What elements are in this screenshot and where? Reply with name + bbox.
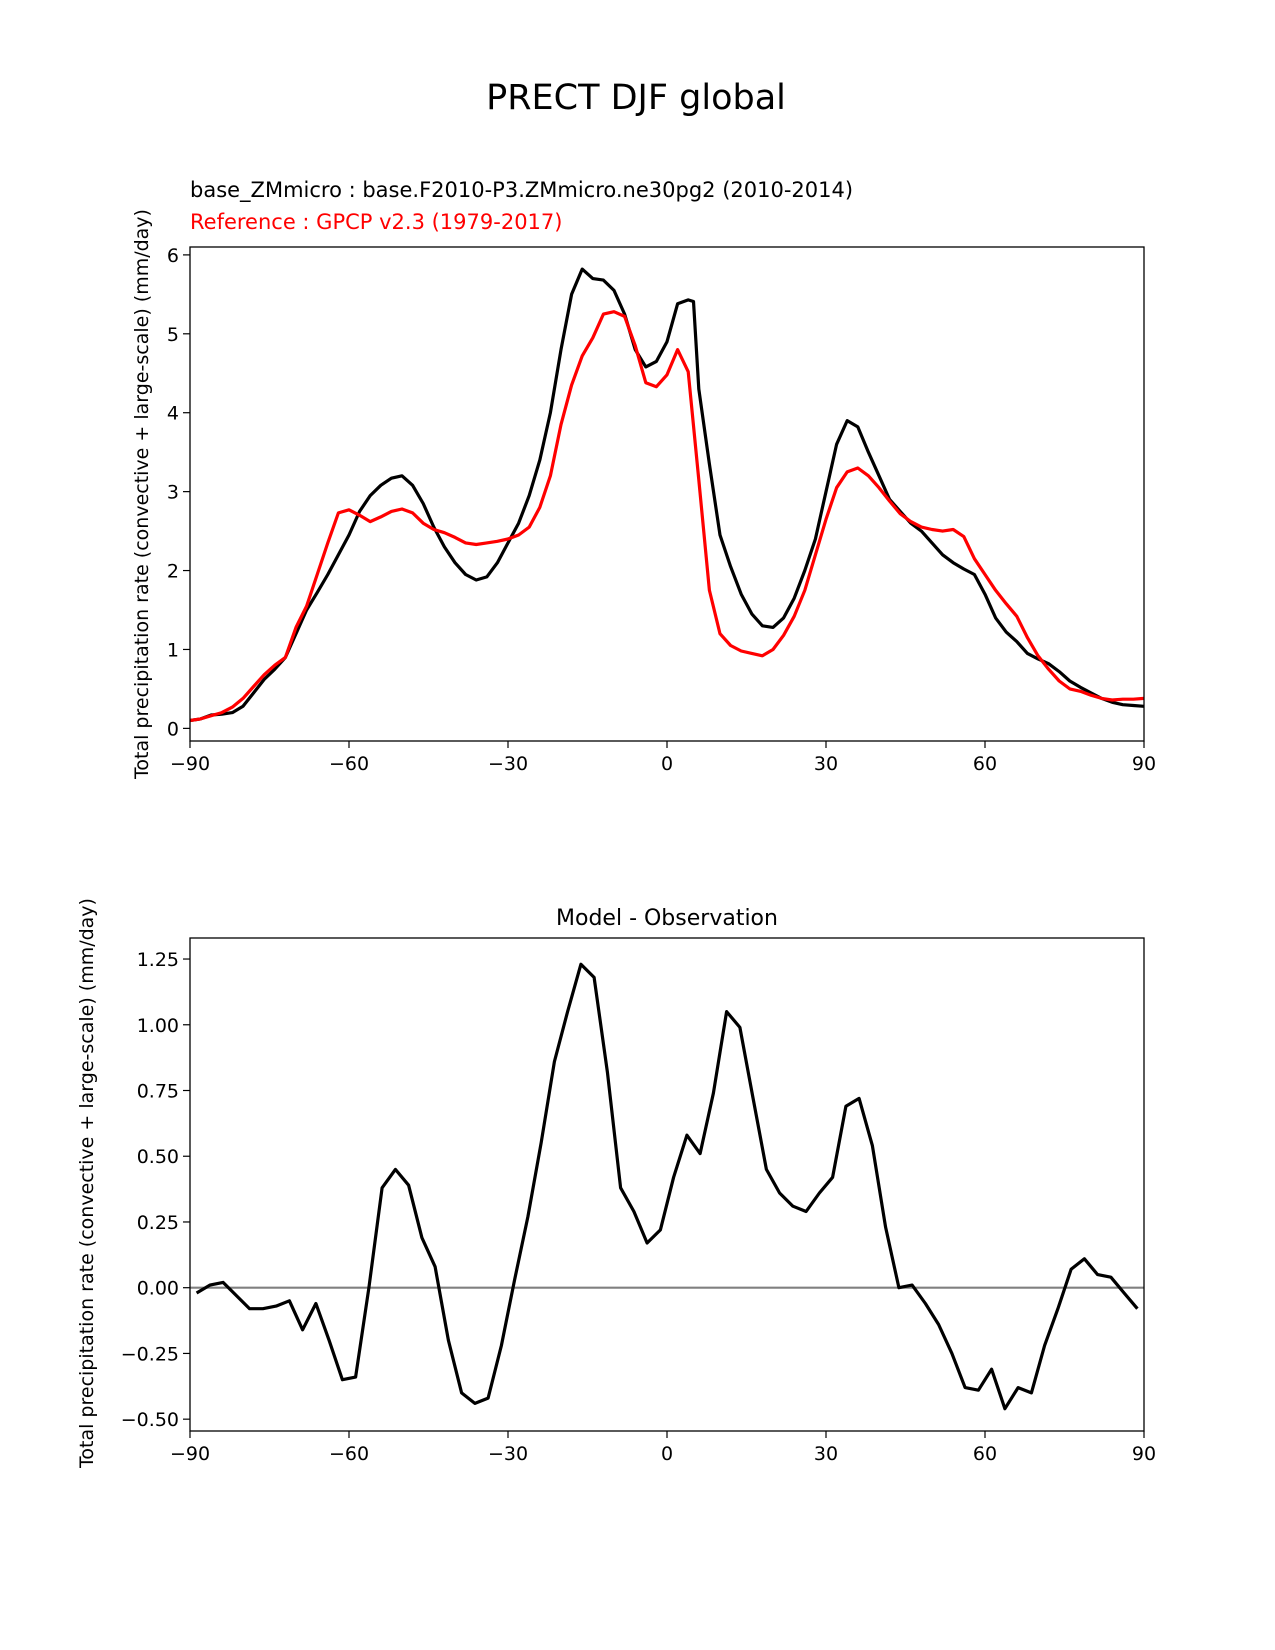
bottom-y-tick-label: 1.00 <box>137 1015 179 1037</box>
top-series-line-0 <box>189 267 1145 723</box>
bottom-y-tick-label: −0.50 <box>121 1409 179 1431</box>
test-label: base_ZMmicro : base.F2010-P3.ZMmicro.ne3… <box>190 178 853 203</box>
bottom-series-group <box>190 962 1144 1411</box>
top-x-tick-label: 60 <box>973 753 997 775</box>
top-y-tick-label: 0 <box>167 718 179 740</box>
bottom-y-tick-label: 0.50 <box>137 1146 179 1168</box>
top-y-tick-label: 5 <box>167 324 179 346</box>
top-x-tick-label: −60 <box>329 753 369 775</box>
top-y-tick-label: 2 <box>167 561 179 583</box>
top-y-tick-label: 3 <box>167 482 179 504</box>
bottom-plot-title: Model - Observation <box>556 906 778 931</box>
bottom-x-tick-label: −90 <box>170 1443 210 1465</box>
bottom-y-tick-label: 0.75 <box>137 1081 179 1103</box>
bottom-y-tick-label: −0.25 <box>121 1343 179 1365</box>
top-axis-ticks: −90 −60 −30 0 30 60 90 0 1 2 3 4 5 6 <box>167 245 1156 775</box>
bottom-y-tick-label: 1.25 <box>137 949 179 971</box>
top-x-tick-label: −90 <box>170 753 210 775</box>
bottom-axis-ticks: −90 −60 −30 0 30 60 90 −0.50 −0.25 0.00 0.25 0.50 0.… <box>121 949 1156 1465</box>
top-x-tick-label: 30 <box>814 753 838 775</box>
top-panel: base_ZMmicro : base.F2010-P3.ZMmicro.ne3… <box>131 178 1156 780</box>
top-x-tick-label: 90 <box>1132 753 1156 775</box>
figure-title: PRECT DJF global <box>486 78 786 118</box>
bottom-x-tick-label: 0 <box>661 1443 673 1465</box>
top-plot-frame <box>189 246 1145 742</box>
reference-label: Reference : GPCP v2.3 (1979-2017) <box>190 210 562 234</box>
top-x-tick-label: −30 <box>488 753 528 775</box>
top-series-group <box>189 267 1145 723</box>
bottom-y-tick-label: 0.25 <box>137 1212 179 1234</box>
bottom-x-tick-label: −60 <box>329 1443 369 1465</box>
top-y-axis-label: Total precipitation rate (convective + l… <box>131 209 153 780</box>
top-y-tick-label: 4 <box>167 403 179 425</box>
top-y-tick-label: 6 <box>167 245 179 267</box>
top-x-tick-label: 0 <box>661 753 673 775</box>
top-series-line-1 <box>189 310 1145 723</box>
bottom-x-tick-label: 60 <box>973 1443 997 1465</box>
bottom-panel: Model - Observation Total precipitation … <box>76 898 1156 1469</box>
bottom-x-tick-label: 90 <box>1132 1443 1156 1465</box>
bottom-x-tick-label: −30 <box>488 1443 528 1465</box>
bottom-plot-frame <box>189 937 1145 1432</box>
bottom-series-line-0 <box>195 962 1139 1411</box>
bottom-y-axis-label: Total precipitation rate (convective + l… <box>76 898 98 1469</box>
bottom-y-tick-label: 0.00 <box>137 1278 179 1300</box>
top-y-tick-label: 1 <box>167 639 179 661</box>
bottom-x-tick-label: 30 <box>814 1443 838 1465</box>
